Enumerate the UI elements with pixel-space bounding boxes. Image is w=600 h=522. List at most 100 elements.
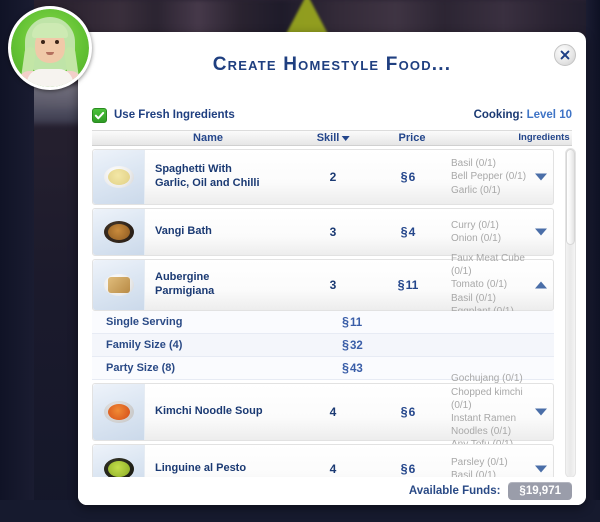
recipe-name-line2: Parmigiana xyxy=(155,285,215,297)
table-row[interactable]: Aubergine Parmigiana 3 § 11 Faux Meat Cub… xyxy=(92,253,554,317)
cooking-skill-prefix: Cooking: xyxy=(473,109,524,121)
simoleon-icon: § xyxy=(400,405,408,419)
recipe-skill: 4 xyxy=(329,462,337,476)
dish-thumbnail xyxy=(93,209,145,255)
recipe-name: Linguine al Pesto xyxy=(155,462,247,475)
dish-icon xyxy=(103,401,134,423)
available-funds-label: Available Funds: xyxy=(408,485,501,497)
dish-thumbnail xyxy=(93,445,145,479)
recipe-price: § 4 xyxy=(369,209,447,255)
dish-icon xyxy=(103,221,134,243)
sort-descending-icon xyxy=(341,135,350,141)
serving-option-row[interactable]: Family Size (4) §32 xyxy=(92,334,554,357)
close-icon xyxy=(560,50,570,60)
table-row[interactable]: Linguine al Pesto 4 § 6 Parsley (0/1) Bas… xyxy=(92,444,554,479)
recipe-skill: 3 xyxy=(329,225,337,239)
simoleon-icon: § xyxy=(342,361,349,375)
background-bottom-edge xyxy=(0,500,600,522)
simoleon-icon: § xyxy=(342,338,349,352)
recipe-name: Vangi Bath xyxy=(155,225,212,238)
cooking-skill-level: Level 10 xyxy=(526,109,572,121)
column-header-ingredients[interactable]: Ingredients xyxy=(518,132,570,143)
options-bar: Use Fresh Ingredients Cooking: Level 10 xyxy=(78,102,586,128)
check-icon xyxy=(94,111,105,119)
sim-eye-left xyxy=(41,40,45,44)
background-tree-shape xyxy=(285,0,329,36)
ingredient-item: Faux Meat Cube (0/1) xyxy=(451,253,525,278)
recipe-price: § 6 xyxy=(369,445,447,479)
serving-option-row[interactable]: Single Serving §11 xyxy=(92,311,554,334)
ingredient-item: Basil (0/1) xyxy=(451,470,497,479)
dish-thumbnail xyxy=(93,150,145,204)
table-row[interactable]: Vangi Bath 3 § 4 Curry (0/1) Onion (0/1) xyxy=(92,208,554,256)
checkbox-checked-icon xyxy=(92,107,107,123)
table-row[interactable]: Spaghetti With Garlic, Oil and Chilli 2 … xyxy=(92,149,554,205)
dialog-footer: Available Funds: §19,971 xyxy=(78,477,586,505)
scrollbar-thumb[interactable] xyxy=(566,149,575,245)
recipe-list: Spinach (0/1) Spaghetti With Garlic, Oil… xyxy=(92,146,572,479)
avatar[interactable] xyxy=(8,6,92,90)
cooking-skill-display: Cooking: Level 10 xyxy=(474,109,572,121)
serving-option-label: Party Size (8) xyxy=(106,362,176,374)
recipe-ingredients: Parsley (0/1) Basil (0/1) xyxy=(447,445,553,479)
dish-icon xyxy=(103,274,134,296)
recipe-price: § 6 xyxy=(369,150,447,204)
ingredient-item: Onion (0/1) xyxy=(451,233,502,244)
simoleon-icon: § xyxy=(342,315,349,329)
close-button[interactable] xyxy=(554,44,576,66)
ingredient-item: Tomato (0/1) xyxy=(451,279,508,291)
sim-body xyxy=(27,69,73,87)
dish-thumbnail xyxy=(93,260,145,310)
expand-chevron-down-icon[interactable] xyxy=(535,408,547,416)
serving-option-price: §11 xyxy=(342,315,362,329)
column-header-name[interactable]: Name xyxy=(193,132,223,144)
recipe-skill: 2 xyxy=(329,170,337,184)
recipe-ingredients: Faux Meat Cube (0/1) Tomato (0/1) Basil … xyxy=(447,253,553,317)
column-header-skill-label: Skill xyxy=(316,132,340,144)
page-title: Create Homestyle Food... xyxy=(212,54,452,75)
expand-chevron-down-icon[interactable] xyxy=(535,173,547,181)
table-row[interactable]: Kimchi Noodle Soup 4 § 6 Gochujang (0/1) … xyxy=(92,373,554,450)
serving-option-price: §43 xyxy=(342,361,363,375)
serving-option-label: Family Size (4) xyxy=(106,339,183,351)
recipe-price-value: 6 xyxy=(408,462,416,476)
ingredient-item: Curry (0/1) xyxy=(451,219,499,231)
serving-option-price: §32 xyxy=(342,338,363,352)
expand-chevron-down-icon[interactable] xyxy=(535,228,547,236)
list-scrollbar[interactable] xyxy=(565,148,576,478)
ingredient-item: Basil (0/1) xyxy=(451,158,497,170)
ingredient-item: Gochujang (0/1) xyxy=(451,373,523,385)
serving-option-price-value: 11 xyxy=(349,317,363,329)
recipe-name: Kimchi Noodle Soup xyxy=(155,405,263,418)
simoleon-icon: § xyxy=(397,278,405,292)
recipe-ingredients: Basil (0/1) Bell Pepper (0/1) Garlic (0/… xyxy=(447,150,553,204)
sim-eye-right xyxy=(55,40,59,44)
ingredient-item: Garlic (0/1) xyxy=(451,184,501,196)
ingredient-item: Parsley (0/1) xyxy=(451,456,508,468)
ingredient-item: Instant Ramen Noodles (0/1) xyxy=(451,413,517,438)
ingredient-item: Bell Pepper (0/1) xyxy=(451,171,527,183)
recipe-name-line1: Aubergine xyxy=(155,271,210,284)
recipe-skill: 4 xyxy=(329,405,337,419)
recipe-price-value: 11 xyxy=(405,278,419,292)
serving-option-price-value: 32 xyxy=(349,340,363,352)
create-food-dialog: Create Homestyle Food... Use Fresh Ingre… xyxy=(78,32,586,505)
sim-fringe xyxy=(32,23,68,38)
recipe-ingredients: Curry (0/1) Onion (0/1) xyxy=(447,209,553,255)
serving-option-price-value: 43 xyxy=(349,363,363,375)
collapse-chevron-up-icon[interactable] xyxy=(535,281,547,289)
recipe-name: Aubergine Parmigiana xyxy=(145,260,297,310)
column-header-skill[interactable]: Skill xyxy=(317,132,350,144)
use-fresh-ingredients-checkbox[interactable]: Use Fresh Ingredients xyxy=(92,107,235,123)
simoleon-icon: § xyxy=(400,225,408,239)
recipe-ingredients: Gochujang (0/1) Chopped kimchi (0/1) Ins… xyxy=(447,373,553,450)
expand-chevron-down-icon[interactable] xyxy=(535,465,547,473)
ingredient-item: Basil (0/1) xyxy=(451,292,497,304)
recipe-name-line1: Spaghetti With xyxy=(155,163,232,176)
recipe-price-value: 6 xyxy=(408,170,416,184)
background-left-edge xyxy=(0,0,34,522)
simoleon-icon: § xyxy=(400,170,408,184)
column-header-price[interactable]: Price xyxy=(398,132,426,144)
serving-option-row[interactable]: Party Size (8) §43 xyxy=(92,357,554,380)
recipe-price: § 6 xyxy=(369,384,447,440)
